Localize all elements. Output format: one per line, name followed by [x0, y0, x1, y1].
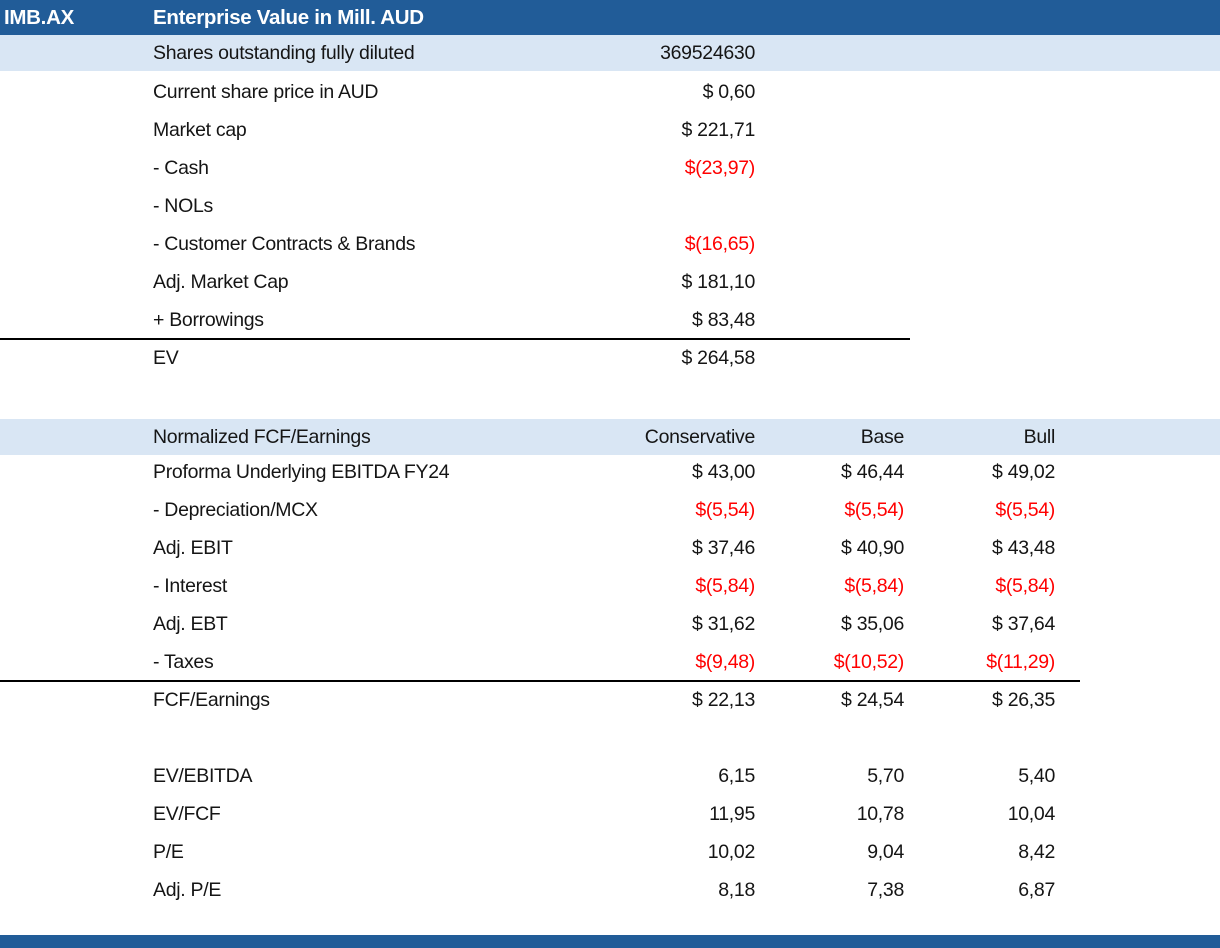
cell-value: $ 0,60 [702, 81, 756, 103]
cell-value: $(5,54) [995, 499, 1055, 521]
cell-value: $(10,52) [833, 651, 905, 673]
row-label: - Taxes [153, 651, 214, 673]
ticker-label: IMB.AX [4, 6, 74, 29]
table-row-ev-fcf: EV/FCF 11,95 10,78 10,04 [0, 795, 1220, 833]
cell-value: 9,04 [867, 841, 904, 863]
row-label: Adj. EBT [153, 613, 228, 635]
row-label: EV [153, 347, 179, 369]
cell-value: $ 221,71 [681, 119, 755, 141]
table-row-adj-pe: Adj. P/E 8,18 7,38 6,87 [0, 871, 1220, 909]
cell-value: $(11,29) [986, 651, 1055, 673]
cell-value: $ 26,35 [992, 689, 1055, 711]
next-section-bar [0, 935, 1220, 948]
cell-value: $ 46,44 [841, 461, 904, 483]
table-row-taxes: - Taxes $(9,48) $(10,52) $(11,29) [0, 643, 1220, 681]
row-label: + Borrowings [153, 309, 264, 331]
table-row-pe: P/E 10,02 9,04 8,42 [0, 833, 1220, 871]
cell-value: $ 37,46 [692, 537, 755, 559]
table-row-ev-total: EV $ 264,58 [0, 339, 1220, 377]
cell-value: 8,42 [1018, 841, 1055, 863]
cell-value: $ 24,54 [841, 689, 904, 711]
table-row-adj-market-cap: Adj. Market Cap $ 181,10 [0, 263, 1220, 301]
table-row-market-cap: Market cap $ 221,71 [0, 111, 1220, 149]
cell-value: 10,78 [856, 803, 905, 825]
row-label: P/E [153, 841, 184, 863]
table-row-nols: - NOLs [0, 187, 1220, 225]
table-row-adj-ebit: Adj. EBIT $ 37,46 $ 40,90 $ 43,48 [0, 529, 1220, 567]
cell-value: 11,95 [709, 803, 755, 825]
row-label: - Cash [153, 157, 209, 179]
cell-value: $ 40,90 [841, 537, 904, 559]
cell-value: $ 35,06 [841, 613, 904, 635]
fcf-header-row: Normalized FCF/Earnings Conservative Bas… [0, 419, 1220, 455]
row-label: Market cap [153, 119, 247, 141]
column-header-base: Base [860, 426, 905, 448]
cell-value: 10,02 [707, 841, 756, 863]
cell-value: 5,70 [867, 765, 904, 787]
ev-total-rule [0, 338, 910, 340]
cell-value: $ 264,58 [681, 347, 755, 369]
cell-value: $ 43,00 [692, 461, 755, 483]
row-label: Shares outstanding fully diluted [153, 42, 415, 64]
page-title: Enterprise Value in Mill. AUD [153, 6, 424, 29]
cell-value: $(5,84) [695, 575, 755, 597]
section-title: Normalized FCF/Earnings [153, 426, 371, 448]
row-label: Adj. EBIT [153, 537, 233, 559]
table-row-ev-ebitda: EV/EBITDA 6,15 5,70 5,40 [0, 757, 1220, 795]
cell-value: 8,18 [718, 879, 755, 901]
table-row-share-price: Current share price in AUD $ 0,60 [0, 73, 1220, 111]
cell-value: $(9,48) [695, 651, 755, 673]
cell-value: $(5,54) [844, 499, 904, 521]
table-row-cash: - Cash $(23,97) [0, 149, 1220, 187]
column-header-bull: Bull [1023, 426, 1056, 448]
row-label: EV/FCF [153, 803, 221, 825]
cell-value: $(5,84) [995, 575, 1055, 597]
row-label: - Depreciation/MCX [153, 499, 318, 521]
row-label: FCF/Earnings [153, 689, 270, 711]
cell-value: $ 31,62 [692, 613, 755, 635]
table-row-fcf-earnings: FCF/Earnings $ 22,13 $ 24,54 $ 26,35 [0, 681, 1220, 719]
table-row-adj-ebt: Adj. EBT $ 31,62 $ 35,06 $ 37,64 [0, 605, 1220, 643]
table-row-ebitda: Proforma Underlying EBITDA FY24 $ 43,00 … [0, 453, 1220, 491]
row-label: Proforma Underlying EBITDA FY24 [153, 461, 450, 483]
table-row-shares: Shares outstanding fully diluted 3695246… [0, 35, 1220, 71]
cell-value: 6,15 [718, 765, 755, 787]
cell-value: $ 37,64 [992, 613, 1055, 635]
table-row-depreciation: - Depreciation/MCX $(5,54) $(5,54) $(5,5… [0, 491, 1220, 529]
cell-value: 5,40 [1018, 765, 1055, 787]
row-label: Current share price in AUD [153, 81, 379, 103]
table-row-contracts-brands: - Customer Contracts & Brands $(16,65) [0, 225, 1220, 263]
cell-value: $ 43,48 [992, 537, 1055, 559]
cell-value: $ 22,13 [692, 689, 755, 711]
cell-value: $ 181,10 [681, 271, 755, 293]
cell-value: $(23,97) [684, 157, 756, 179]
cell-value: $(5,54) [695, 499, 755, 521]
cell-value: 10,04 [1007, 803, 1056, 825]
cell-value: 6,87 [1018, 879, 1055, 901]
cell-value: $(16,65) [684, 233, 756, 255]
table-row-borrowings: + Borrowings $ 83,48 [0, 301, 1220, 339]
cell-value: $ 83,48 [692, 309, 755, 331]
cell-value: 369524630 [660, 42, 755, 64]
fcf-total-rule [0, 680, 1080, 682]
row-label: - Interest [153, 575, 227, 597]
cell-value: $ 49,02 [992, 461, 1055, 483]
cell-value: $(5,84) [844, 575, 904, 597]
column-header-conservative: Conservative [644, 426, 756, 448]
row-label: - Customer Contracts & Brands [153, 233, 416, 255]
row-label: EV/EBITDA [153, 765, 253, 787]
title-bar: IMB.AX Enterprise Value in Mill. AUD [0, 0, 1220, 35]
cell-value: 7,38 [867, 879, 904, 901]
row-label: - NOLs [153, 195, 213, 217]
table-row-interest: - Interest $(5,84) $(5,84) $(5,84) [0, 567, 1220, 605]
row-label: Adj. Market Cap [153, 271, 289, 293]
row-label: Adj. P/E [153, 879, 222, 901]
